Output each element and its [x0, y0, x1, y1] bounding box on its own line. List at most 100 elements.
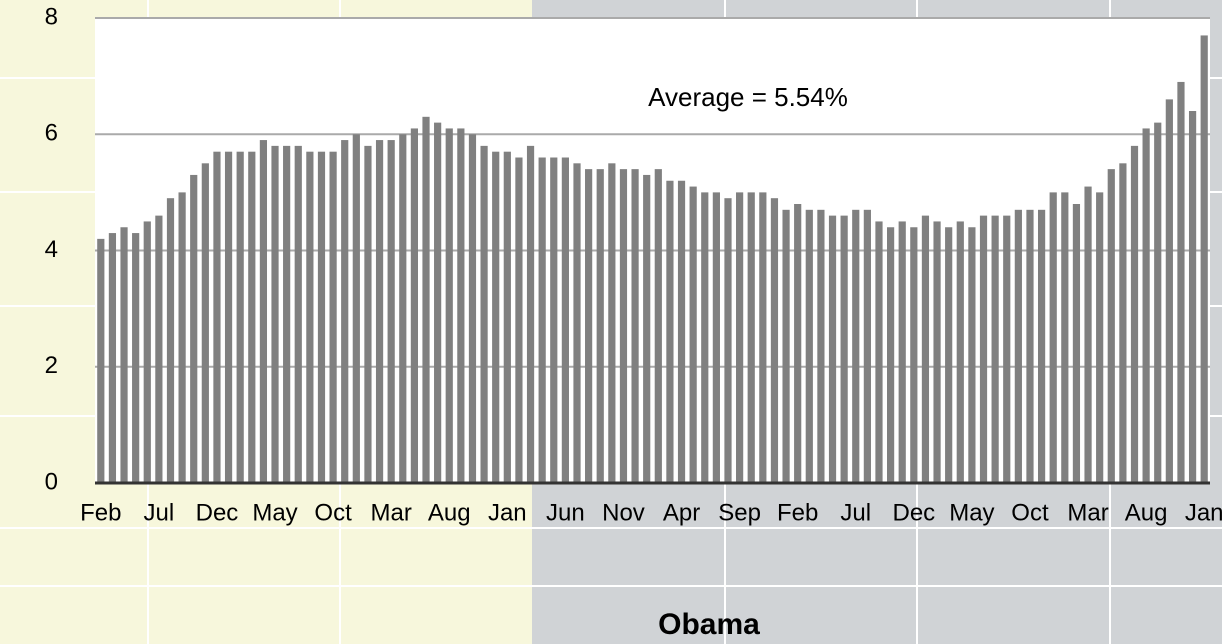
x-tick-label: Feb	[80, 499, 121, 526]
bar	[538, 157, 546, 483]
bar	[619, 169, 628, 483]
bar	[945, 227, 953, 483]
bar	[143, 221, 151, 483]
x-tick-label: Jun	[546, 499, 585, 526]
bar	[573, 163, 581, 483]
x-tick-label: May	[949, 499, 994, 526]
bar	[352, 134, 360, 483]
x-tick-label: Sep	[718, 499, 761, 526]
bar	[166, 198, 175, 483]
bar	[399, 134, 407, 483]
bar	[898, 221, 906, 483]
y-tick-label: 6	[45, 120, 58, 147]
bar	[1200, 35, 1208, 483]
bar	[503, 151, 511, 483]
bar	[224, 151, 233, 483]
x-tick-label: Nov	[602, 499, 645, 526]
bar	[724, 198, 732, 483]
bar	[341, 140, 349, 483]
bar	[317, 151, 326, 483]
bar	[178, 192, 186, 483]
bar	[677, 180, 686, 483]
bar	[132, 233, 140, 483]
bar	[910, 227, 918, 483]
bar	[236, 151, 244, 483]
x-tick-label: Mar	[371, 499, 412, 526]
x-tick-label: May	[252, 499, 297, 526]
bar	[526, 145, 535, 483]
bar	[875, 221, 883, 483]
x-tick-label: Aug	[1125, 499, 1168, 526]
y-tick-label: 0	[45, 468, 58, 495]
bar	[561, 157, 569, 483]
bar	[375, 140, 384, 483]
bar	[1003, 215, 1011, 483]
bar	[120, 227, 128, 483]
bar	[190, 174, 198, 483]
x-tick-label: Jan	[1185, 499, 1222, 526]
bar	[329, 151, 337, 483]
bar	[596, 169, 604, 483]
bar	[457, 128, 465, 483]
bar	[550, 157, 558, 483]
bar	[608, 163, 616, 483]
bar	[155, 215, 163, 483]
bar	[794, 204, 802, 483]
x-tick-label: Dec	[196, 499, 239, 526]
x-tick-label: Apr	[663, 499, 700, 526]
bar	[805, 209, 813, 483]
bar	[1142, 128, 1150, 483]
bar	[643, 174, 651, 483]
bar	[515, 157, 523, 483]
bar	[480, 145, 488, 483]
x-tick-label: Jan	[488, 499, 527, 526]
bar	[689, 186, 697, 483]
bar	[1084, 186, 1092, 483]
bar	[956, 221, 964, 483]
bar	[654, 169, 662, 483]
x-tick-label: Aug	[428, 499, 471, 526]
bar	[283, 145, 291, 483]
bar	[828, 215, 837, 483]
bar	[886, 227, 895, 483]
bar	[1014, 209, 1022, 483]
x-tick-label: Oct	[1011, 499, 1049, 526]
bar	[1119, 163, 1127, 483]
x-tick-label: Mar	[1067, 499, 1108, 526]
x-tick-label: Jul	[840, 499, 871, 526]
y-tick-label: 4	[45, 236, 58, 263]
bar	[1096, 192, 1104, 483]
bar	[434, 122, 442, 483]
bar	[840, 215, 848, 483]
bar	[1177, 81, 1185, 483]
bar	[410, 128, 419, 483]
bar	[736, 192, 744, 483]
bar	[863, 209, 871, 483]
x-tick-label: Feb	[777, 499, 818, 526]
bar	[852, 209, 860, 483]
bar	[271, 145, 279, 483]
bar	[259, 140, 268, 483]
bar	[1072, 204, 1081, 483]
bar	[701, 192, 709, 483]
bar	[712, 192, 720, 483]
bar	[933, 221, 941, 483]
bar	[759, 192, 767, 483]
bar	[817, 209, 825, 483]
bar	[979, 215, 988, 483]
bar	[585, 169, 593, 483]
bar	[492, 151, 500, 483]
x-axis-label: Obama	[658, 608, 760, 641]
bar	[108, 233, 117, 483]
bar	[445, 128, 453, 483]
bar	[666, 180, 674, 483]
bar	[747, 192, 755, 483]
bar	[1037, 209, 1046, 483]
bar	[364, 145, 372, 483]
annotation: Average = 5.54%	[648, 82, 848, 112]
bar	[1165, 99, 1173, 483]
bar	[1188, 111, 1197, 483]
x-tick-label: Dec	[892, 499, 935, 526]
bar	[248, 151, 256, 483]
